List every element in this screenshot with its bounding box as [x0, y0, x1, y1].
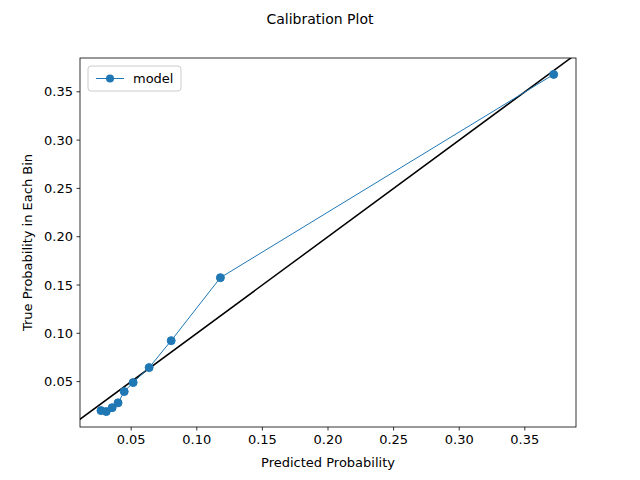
x-tick [393, 427, 394, 431]
x-tick-label: 0.35 [510, 432, 539, 447]
y-tick [77, 285, 81, 286]
x-tick-label: 0.15 [248, 432, 277, 447]
legend-box [88, 66, 181, 91]
y-tick [77, 188, 81, 189]
x-tick [196, 427, 197, 431]
data-point [120, 388, 128, 396]
title: Calibration Plot [266, 11, 374, 27]
x-tick [131, 427, 132, 431]
y-tick-label: 0.30 [44, 133, 73, 148]
y-tick [77, 140, 81, 141]
x-tick-label: 0.30 [445, 432, 474, 447]
y-tick-label: 0.20 [44, 229, 73, 244]
y-tick [77, 91, 81, 92]
x-tick-label: 0.05 [117, 432, 146, 447]
data-point [550, 70, 558, 78]
data-point [145, 364, 153, 372]
y-tick-label: 0.10 [44, 326, 73, 341]
x-tick [328, 427, 329, 431]
chart-svg: Calibration Plot 0.05 0.10 0.15 0.20 0.25 0.30… [0, 0, 640, 480]
data-point [167, 337, 175, 345]
y-axis-label: True Probability in Each Bin [20, 154, 35, 332]
y-tick-label: 0.35 [44, 84, 73, 99]
y-tick [77, 333, 81, 334]
background [0, 0, 640, 480]
y-tick-label: 0.25 [44, 181, 73, 196]
legend-marker [106, 75, 114, 83]
y-tick [77, 236, 81, 237]
reference-diagonal [80, 58, 576, 427]
y-tick [77, 381, 81, 382]
plot-frame [80, 58, 576, 427]
y-tick-label: 0.15 [44, 278, 73, 293]
plot-area [80, 58, 576, 427]
x-tick [459, 427, 460, 431]
x-tick-label: 0.25 [379, 432, 408, 447]
x-axis-label: Predicted Probability [261, 455, 395, 470]
legend-label: model [133, 71, 173, 86]
y-tick-label: 0.05 [44, 374, 73, 389]
data-point [114, 399, 122, 407]
x-tick [262, 427, 263, 431]
x-tick-label: 0.10 [182, 432, 211, 447]
legend: model [88, 66, 181, 91]
x-tick-label: 0.20 [314, 432, 343, 447]
series-line [101, 74, 554, 411]
chart-container: Calibration Plot 0.05 0.10 0.15 0.20 0.25 0.30… [0, 0, 640, 480]
data-point [129, 379, 137, 387]
x-tick [524, 427, 525, 431]
data-point [216, 274, 224, 282]
